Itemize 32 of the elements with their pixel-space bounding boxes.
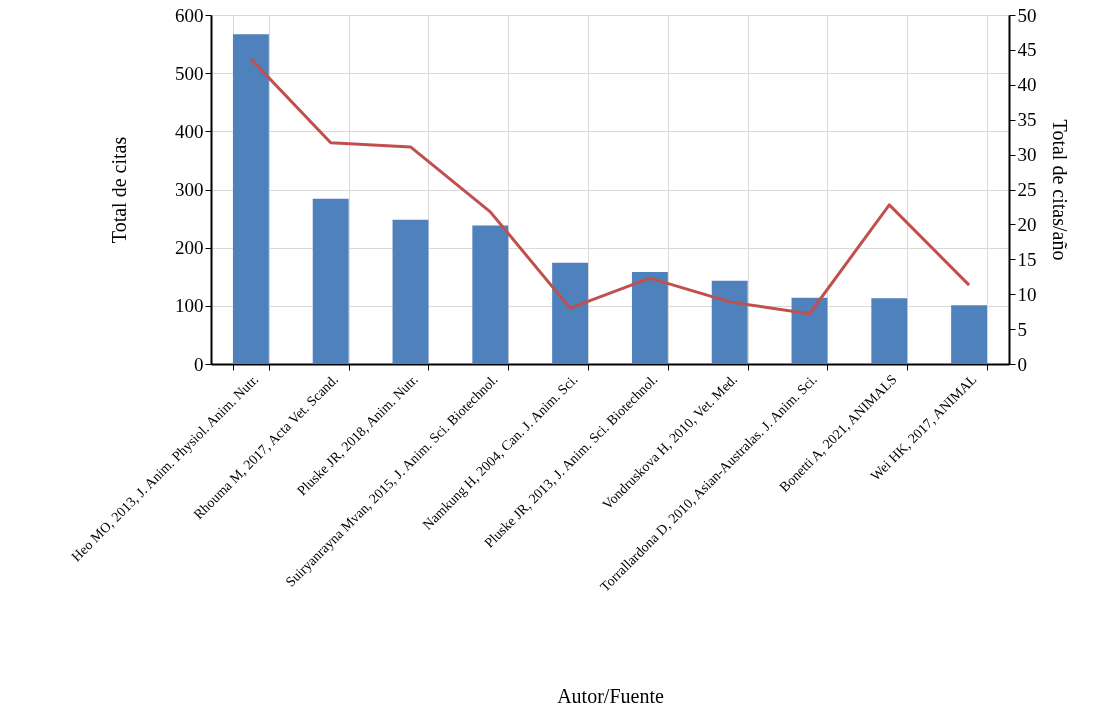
y-tick-label: 200	[175, 237, 204, 259]
bar	[791, 297, 828, 364]
bar	[871, 298, 908, 364]
y2-tick-label: 40	[1017, 74, 1037, 96]
y2-tick-label: 15	[1017, 248, 1037, 270]
y-tick-label: 0	[194, 353, 204, 375]
line-series	[249, 57, 971, 316]
y2-axis-title: Total de citas/año	[1048, 119, 1071, 261]
y2-tick-label: 25	[1017, 179, 1037, 200]
bar	[552, 262, 589, 364]
y-tick-label: 500	[175, 62, 204, 84]
y-tick-label: 400	[175, 120, 204, 142]
x-axis-title: Autor/Fuente	[557, 684, 664, 707]
y2-tick-label: 20	[1017, 213, 1037, 235]
bar	[312, 198, 349, 364]
y-tick-label: 600	[175, 4, 204, 26]
bar	[711, 280, 748, 364]
y2-tick-label: 30	[1017, 144, 1037, 166]
bar	[631, 272, 668, 364]
bar	[951, 305, 988, 364]
y-axis-title: Total de citas	[108, 136, 130, 244]
y2-tick-label: 10	[1017, 283, 1037, 305]
bar	[392, 219, 429, 364]
y2-tick-label: 50	[1017, 4, 1037, 26]
y2-tick-label: 0	[1017, 353, 1027, 375]
y2-tick-label: 35	[1017, 109, 1037, 131]
bar	[472, 225, 509, 364]
y-tick-label: 300	[175, 179, 204, 200]
bar	[232, 34, 269, 364]
y2-tick-label: 45	[1017, 39, 1037, 61]
y-tick-label: 100	[175, 295, 204, 317]
y2-tick-label: 5	[1017, 318, 1027, 340]
